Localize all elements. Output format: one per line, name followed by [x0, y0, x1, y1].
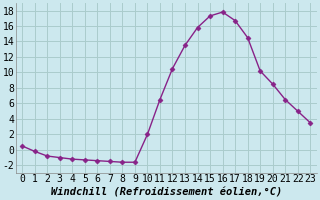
X-axis label: Windchill (Refroidissement éolien,°C): Windchill (Refroidissement éolien,°C) [51, 187, 282, 197]
